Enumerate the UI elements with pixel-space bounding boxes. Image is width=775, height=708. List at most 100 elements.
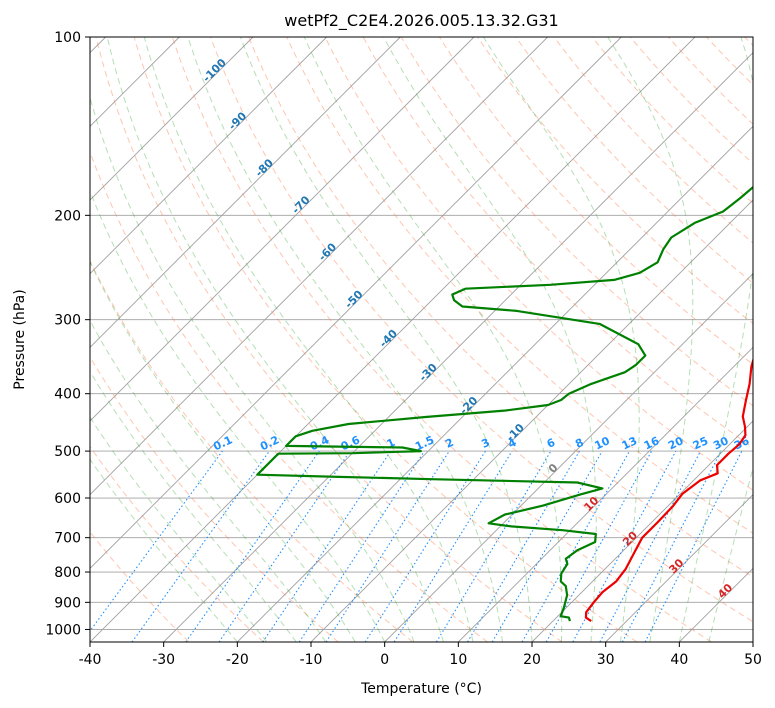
moist-adiabat <box>143 37 474 642</box>
dry-adiabat <box>591 37 753 204</box>
mixing-ratio-line <box>325 450 450 642</box>
isotherm-line <box>679 567 753 642</box>
isotherm-line <box>605 494 753 642</box>
moist-adiabat <box>90 96 415 642</box>
x-tick-label: 30 <box>597 652 615 668</box>
moist-adiabat <box>90 189 386 642</box>
mixing-ratio-line <box>435 450 552 642</box>
isotherm-label: -70 <box>289 193 312 216</box>
isotherm-line <box>90 37 254 201</box>
mixing-ratio-label: 1 <box>385 436 397 451</box>
isotherm-line <box>163 52 753 642</box>
isotherm-line <box>90 37 327 275</box>
chart-title: wetPf2_C2E4.2026.005.13.32.G31 <box>284 11 558 31</box>
sounding-profiles <box>256 185 753 623</box>
x-tick-label: -30 <box>152 652 175 668</box>
x-tick-label: -20 <box>226 652 249 668</box>
mixing-ratio-line <box>572 450 677 642</box>
x-tick-label: 20 <box>523 652 541 668</box>
mixing-ratio-label: 3 <box>479 436 491 451</box>
isotherm-label: 30 <box>666 556 686 576</box>
axes: -40 -30 -20 -10 0 10 20 30 40 5010020030040050060… <box>45 30 762 668</box>
plot-frame <box>89 36 754 643</box>
mixing-ratio-label: 36 <box>732 434 752 452</box>
y-tick-label: 700 <box>54 531 81 547</box>
isotherm-label: -40 <box>377 327 400 350</box>
x-tick-label: 10 <box>449 652 467 668</box>
mixing-ratio-label: 10 <box>593 434 613 452</box>
mixing-ratio-label: 0.6 <box>339 433 362 453</box>
mixing-ratio-label: 30 <box>711 434 731 452</box>
isotherm-label: -100 <box>200 56 229 85</box>
moist-adiabat <box>708 466 753 642</box>
mixing-ratio-label: 0.2 <box>258 433 281 453</box>
x-tick-label: -40 <box>79 652 102 668</box>
isotherm-line <box>310 199 753 642</box>
mixing-ratio-line <box>393 450 513 642</box>
dry-adiabat <box>90 531 190 642</box>
mixing-ratio-line <box>364 450 486 642</box>
isotherm-line <box>458 346 753 642</box>
y-axis-title: Pressure (hPa) <box>12 289 28 389</box>
dry-adiabat <box>90 259 414 642</box>
mixing-ratio-line <box>644 450 743 642</box>
mixing-ratio-line <box>491 450 603 642</box>
mixing-ratio-label: 16 <box>642 434 662 452</box>
mixing-ratio-label: 20 <box>666 434 686 452</box>
y-tick-label: 500 <box>54 444 81 460</box>
background-line-labels: 0.1 0.2 0.4 0.6 1 1.5 2 3 4 6 8 10 13 16 20 25 30 36-100-… <box>200 56 751 601</box>
isotherm-label: -60 <box>316 240 339 263</box>
moist-adiabat <box>607 37 694 642</box>
x-tick-label: 0 <box>380 652 389 668</box>
dry-adiabat <box>438 37 753 365</box>
isotherm-label: -50 <box>342 288 365 311</box>
mixing-ratio-label: 13 <box>620 434 639 452</box>
moist-adiabat <box>303 37 563 642</box>
mixing-ratio-line <box>599 450 702 642</box>
y-tick-label: 100 <box>54 30 81 46</box>
y-tick-label: 900 <box>54 595 81 611</box>
isotherm-line <box>531 420 753 642</box>
y-tick-label: 800 <box>54 565 81 581</box>
moist-adiabat <box>90 370 297 642</box>
moist-adiabat <box>90 260 356 642</box>
dry-adiabat <box>210 37 753 623</box>
y-tick-label: 600 <box>54 491 81 507</box>
isotherm-line <box>90 37 622 569</box>
moist-adiabat <box>106 37 445 642</box>
dry-adiabat <box>133 37 638 642</box>
dry-adiabat <box>668 37 753 125</box>
temperature-profile <box>584 357 753 623</box>
mixing-ratio-label: 0.4 <box>308 433 331 453</box>
y-tick-label: 200 <box>54 208 81 224</box>
dry-adiabat <box>171 37 712 642</box>
mixing-ratio-line <box>262 450 392 642</box>
isotherm-line <box>90 37 401 348</box>
moist-adiabat <box>678 37 753 642</box>
dry-adiabat <box>95 37 563 642</box>
isotherm-line <box>384 273 753 642</box>
mixing-ratio-label: 0.1 <box>211 433 234 453</box>
mixing-ratio-line <box>218 450 351 642</box>
mixing-ratio-line <box>185 450 320 642</box>
dry-adiabat <box>553 37 753 244</box>
mixing-ratio-line <box>521 450 630 642</box>
mixing-ratio-line <box>90 450 223 632</box>
dry-adiabat <box>629 37 753 165</box>
isotherm-label: 10 <box>581 494 601 514</box>
mixing-ratio-label: 2 <box>443 436 455 451</box>
moist-adiabat <box>187 37 503 642</box>
moist-adiabat <box>90 458 238 642</box>
mixing-ratio-label: 6 <box>545 436 558 451</box>
x-tick-label: 40 <box>670 652 688 668</box>
dry-adiabat <box>248 37 753 578</box>
dewpoint-profile <box>256 185 753 622</box>
dry-adiabat <box>90 356 339 642</box>
mixing-ratio-label: 25 <box>691 434 710 452</box>
dry-adiabat <box>515 37 753 284</box>
x-tick-label: -10 <box>300 652 323 668</box>
y-tick-label: 400 <box>54 387 81 403</box>
dry-adiabat <box>706 37 753 86</box>
isotherm-line <box>90 37 548 496</box>
